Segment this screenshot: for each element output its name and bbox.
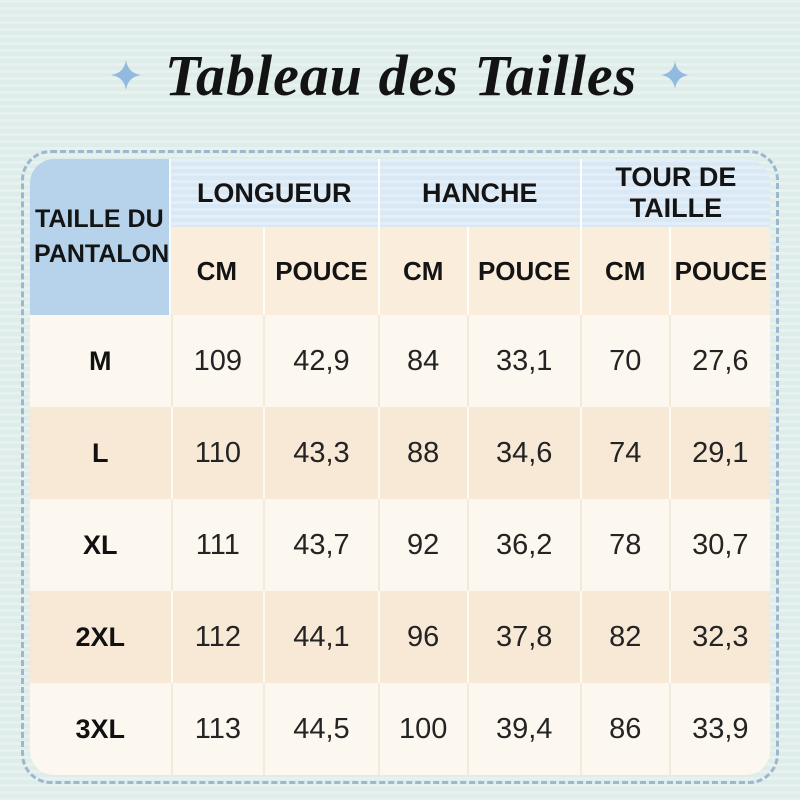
value-cell: 29,1	[668, 407, 770, 499]
value-cell: 109	[170, 315, 264, 407]
value-cell: 44,5	[263, 683, 378, 775]
value-cell: 43,3	[263, 407, 378, 499]
table-row-2xl: 2XL 112 44,1 96 37,8 82 32,3	[30, 591, 770, 683]
group-header-hanche: HANCHE	[377, 159, 580, 227]
title-row: Tableau des Tailles	[0, 0, 800, 150]
value-cell: 78	[579, 499, 669, 591]
value-cell: 112	[170, 591, 264, 683]
table-row-m: M 109 42,9 84 33,1 70 27,6	[30, 315, 770, 407]
group-header-longueur: LONGUEUR	[170, 159, 378, 227]
value-cell: 32,3	[668, 591, 770, 683]
value-cell: 92	[377, 499, 467, 591]
unit-header-cell: CM	[170, 227, 264, 315]
value-cell: 34,6	[466, 407, 580, 499]
size-label: XL	[30, 499, 171, 591]
value-cell: 74	[579, 407, 669, 499]
value-cell: 70	[579, 315, 669, 407]
value-cell: 111	[170, 499, 264, 591]
value-cell: 30,7	[668, 499, 770, 591]
unit-header-cell: POUCE	[668, 227, 770, 315]
sparkle-icon	[661, 61, 690, 89]
header-unit-row: CM POUCE CM POUCE CM POUCE	[30, 227, 770, 315]
corner-header-cell: TAILLE DU PANTALON	[30, 159, 171, 315]
table-row-3xl: 3XL 113 44,5 100 39,4 86 33,9	[30, 683, 770, 775]
sparkle-icon	[110, 60, 141, 90]
size-chart-frame: TAILLE DU PANTALON LONGUEUR HANCHE TOUR …	[21, 150, 779, 784]
value-cell: 43,7	[263, 499, 378, 591]
size-chart-clip: TAILLE DU PANTALON LONGUEUR HANCHE TOUR …	[30, 159, 770, 775]
size-label: 2XL	[30, 591, 171, 683]
value-cell: 42,9	[263, 315, 378, 407]
value-cell: 113	[170, 683, 264, 775]
value-cell: 86	[579, 683, 669, 775]
unit-header-cell: CM	[377, 227, 467, 315]
value-cell: 100	[377, 683, 467, 775]
unit-header-cell: CM	[579, 227, 669, 315]
page-title: Tableau des Tailles	[164, 42, 638, 108]
size-label: M	[30, 315, 171, 407]
value-cell: 84	[377, 315, 467, 407]
value-cell: 110	[170, 407, 264, 499]
value-cell: 33,1	[466, 315, 580, 407]
unit-header-cell: POUCE	[263, 227, 378, 315]
group-header-tour-de-taille: TOUR DE TAILLE	[579, 159, 770, 227]
size-label: 3XL	[30, 683, 171, 775]
value-cell: 44,1	[263, 591, 378, 683]
value-cell: 96	[377, 591, 467, 683]
unit-header-cell: POUCE	[466, 227, 580, 315]
table-row-xl: XL 111 43,7 92 36,2 78 30,7	[30, 499, 770, 591]
size-label: L	[30, 407, 171, 499]
header-group-row: TAILLE DU PANTALON LONGUEUR HANCHE TOUR …	[30, 159, 770, 315]
value-cell: 37,8	[466, 591, 580, 683]
size-table: TAILLE DU PANTALON LONGUEUR HANCHE TOUR …	[30, 159, 770, 775]
table-row-l: L 110 43,3 88 34,6 74 29,1	[30, 407, 770, 499]
value-cell: 27,6	[668, 315, 770, 407]
value-cell: 36,2	[466, 499, 580, 591]
value-cell: 82	[579, 591, 669, 683]
value-cell: 88	[377, 407, 467, 499]
value-cell: 33,9	[668, 683, 770, 775]
value-cell: 39,4	[466, 683, 580, 775]
